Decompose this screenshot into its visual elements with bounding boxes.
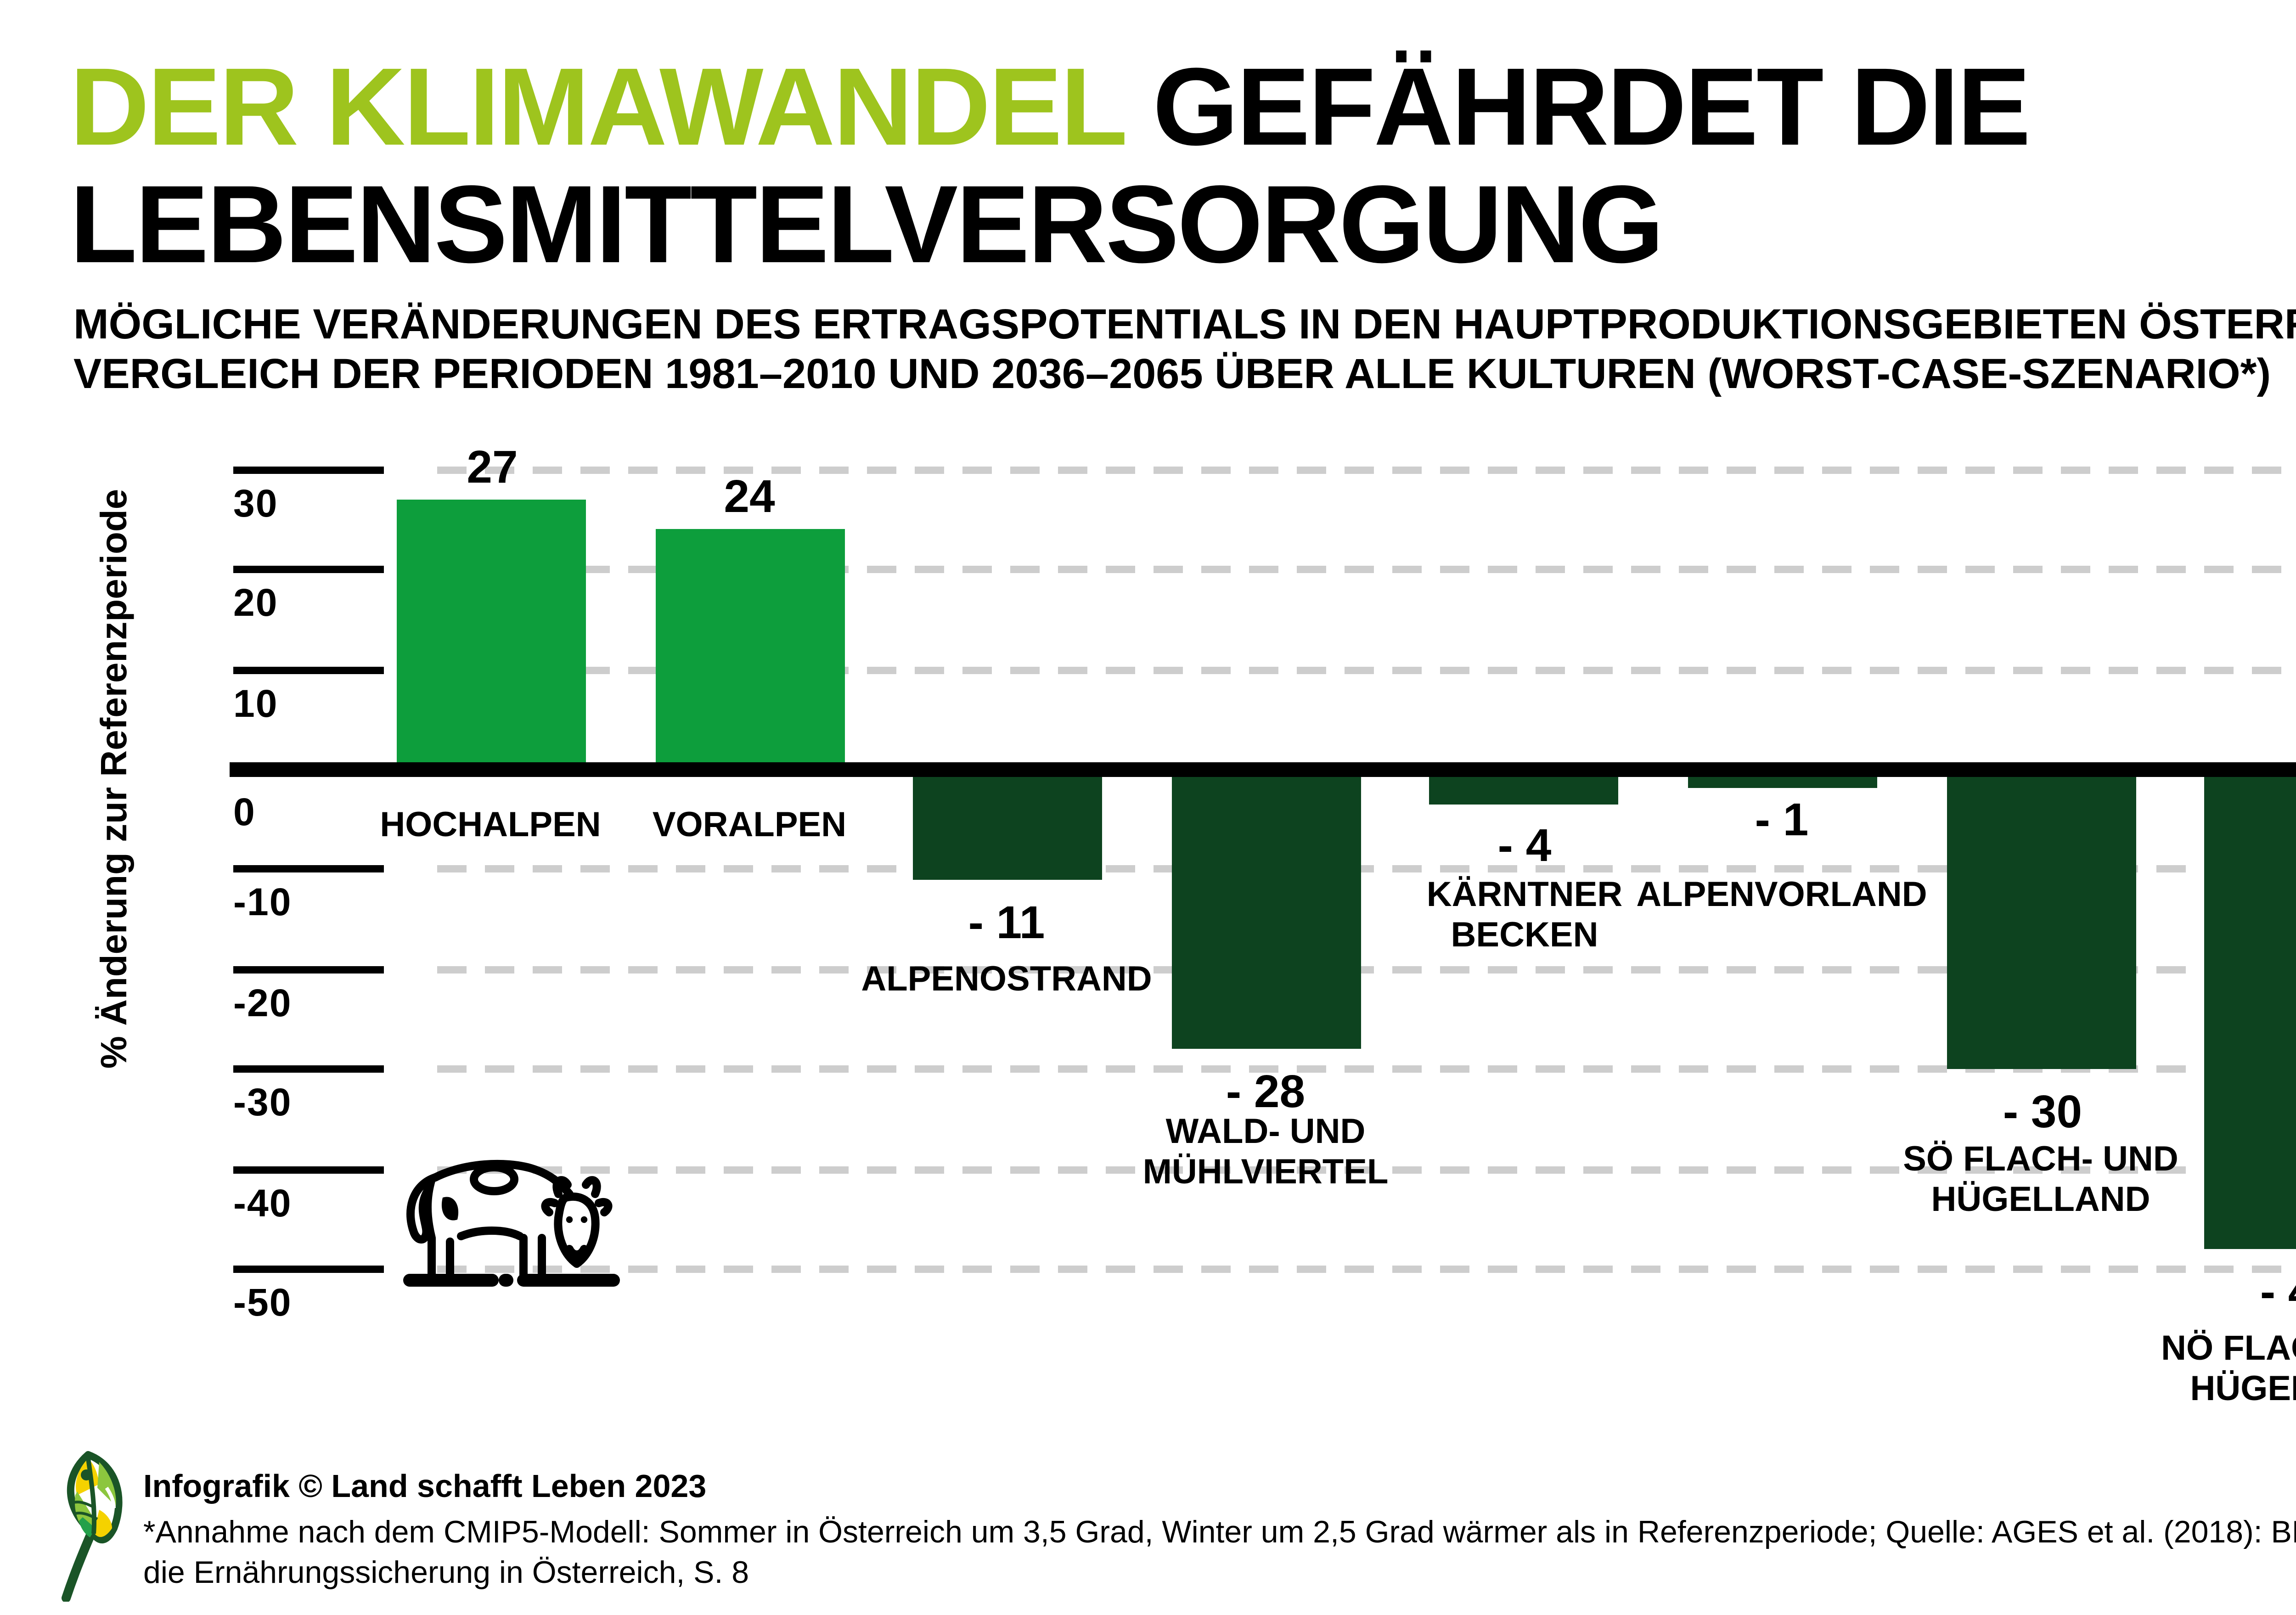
category-label-alpenostrand: ALPENOSTRAND <box>850 959 1163 999</box>
page-title-rest: GEFÄHRDET DIE <box>1124 45 2031 168</box>
bar-alpenostrand <box>913 777 1102 880</box>
gridline-20 <box>437 566 2296 573</box>
category-line: HÜGELLAND <box>1931 1180 2150 1219</box>
credit-line: Infografik © Land schafft Leben 2023 <box>143 1468 707 1504</box>
bar-noe-flach-und-huegelland <box>2204 777 2296 1249</box>
bar-hochalpen <box>397 500 586 762</box>
land-schafft-leben-leaf-logo <box>48 1447 132 1602</box>
value-label-alpenostrand: - 11 <box>968 897 1045 948</box>
gridline-10 <box>437 667 2296 674</box>
category-label-wald-und-muehlviertel: WALD- UND MÜHLVIERTEL <box>1109 1111 1422 1192</box>
gridline-30 <box>437 467 2296 474</box>
category-label-alpenvorland: ALPENVORLAND <box>1626 874 1938 915</box>
y-tick-mark <box>233 1266 384 1273</box>
y-tick-label: -10 <box>233 880 292 923</box>
category-label-hochalpen: HOCHALPEN <box>334 805 647 845</box>
gridline-minus10 <box>437 865 2296 872</box>
chart-subtitle-line2: VERGLEICH DER PERIODEN 1981–2010 UND 203… <box>73 350 2271 397</box>
footnote-line1: *Annahme nach dem CMIP5-Modell: Sommer i… <box>143 1514 2296 1549</box>
footnote-line2: die Ernährungssicherung in Österreich, S… <box>143 1555 749 1590</box>
y-tick-label: -40 <box>233 1182 292 1225</box>
category-line: VORALPEN <box>652 805 847 844</box>
page-title-accent: DER KLIMAWANDEL <box>70 45 1126 168</box>
category-line: NÖ FLACH- UND <box>2161 1328 2296 1367</box>
category-line: SÖ FLACH- UND <box>1903 1139 2178 1178</box>
y-tick-label: 10 <box>233 682 278 725</box>
chart-subtitle: MÖGLICHE VERÄNDERUNGEN DES ERTRAGSPOTENT… <box>73 299 2296 399</box>
category-label-voralpen: VORALPEN <box>593 805 906 845</box>
bar-voralpen <box>656 529 845 762</box>
category-line: KÄRNTNER <box>1426 875 1623 914</box>
zero-axis-line <box>230 762 2296 777</box>
value-label-kaerntner-becken: - 4 <box>1497 820 1552 871</box>
chart-subtitle-line1: MÖGLICHE VERÄNDERUNGEN DES ERTRAGSPOTENT… <box>73 301 2296 348</box>
y-tick-mark <box>233 467 384 474</box>
y-tick-mark <box>233 566 384 573</box>
category-label-soe-flach-und-huegelland: SÖ FLACH- UND HÜGELLAND <box>1885 1139 2197 1220</box>
category-line: BECKEN <box>1451 915 1598 954</box>
y-tick-label: -20 <box>233 981 292 1024</box>
bar-kaerntner-becken <box>1429 777 1618 805</box>
category-label-noe-flach-und-huegelland: NÖ FLACH- UND HÜGELLAND <box>2144 1328 2296 1409</box>
value-label-voralpen: 24 <box>724 471 775 522</box>
gridline-minus30 <box>437 1065 2296 1073</box>
category-line: MÜHLVIERTEL <box>1142 1152 1389 1191</box>
value-label-hochalpen: 27 <box>467 441 518 493</box>
value-label-wald-und-muehlviertel: - 28 <box>1226 1066 1306 1117</box>
category-line: ALPENOSTRAND <box>861 959 1152 998</box>
page-title-line2: LEBENSMITTELVERSORGUNG <box>70 163 1664 286</box>
y-tick-mark <box>233 966 384 974</box>
y-tick-label: 30 <box>233 482 278 525</box>
value-label-soe-flach-und-huegelland: - 30 <box>2003 1086 2082 1137</box>
value-label-alpenvorland: - 1 <box>1755 794 1809 845</box>
category-line: HÜGELLAND <box>2190 1369 2296 1408</box>
bar-wald-und-muehlviertel <box>1172 777 1361 1049</box>
category-line: ALPENVORLAND <box>1636 875 1927 914</box>
page-title: DER KLIMAWANDEL GEFÄHRDET DIE LEBENSMITT… <box>70 45 2031 286</box>
cow-icon <box>391 1154 626 1289</box>
y-axis-title: % Änderung zur Referenzperiode <box>93 489 134 1069</box>
value-label-noe-flach-und-huegelland: - 48 <box>2260 1266 2296 1317</box>
gridline-minus20 <box>437 966 2296 974</box>
gridline-minus50 <box>437 1266 2296 1273</box>
y-tick-mark <box>233 865 384 872</box>
category-label-kaerntner-becken: KÄRNTNER BECKEN <box>1368 874 1681 955</box>
y-tick-label: -50 <box>233 1281 292 1324</box>
y-tick-label: 0 <box>233 790 256 833</box>
y-tick-mark <box>233 1065 384 1073</box>
y-tick-label: -30 <box>233 1080 292 1124</box>
category-line: WALD- UND <box>1165 1112 1366 1151</box>
y-tick-label: 20 <box>233 581 278 624</box>
footnote: *Annahme nach dem CMIP5-Modell: Sommer i… <box>143 1512 2296 1592</box>
bar-soe-flach-und-huegelland <box>1947 777 2136 1069</box>
y-tick-mark <box>233 667 384 674</box>
gridline-minus40 <box>437 1166 2296 1174</box>
y-tick-mark <box>233 1166 384 1174</box>
category-line: HOCHALPEN <box>380 805 601 844</box>
bar-alpenvorland <box>1688 777 1877 788</box>
